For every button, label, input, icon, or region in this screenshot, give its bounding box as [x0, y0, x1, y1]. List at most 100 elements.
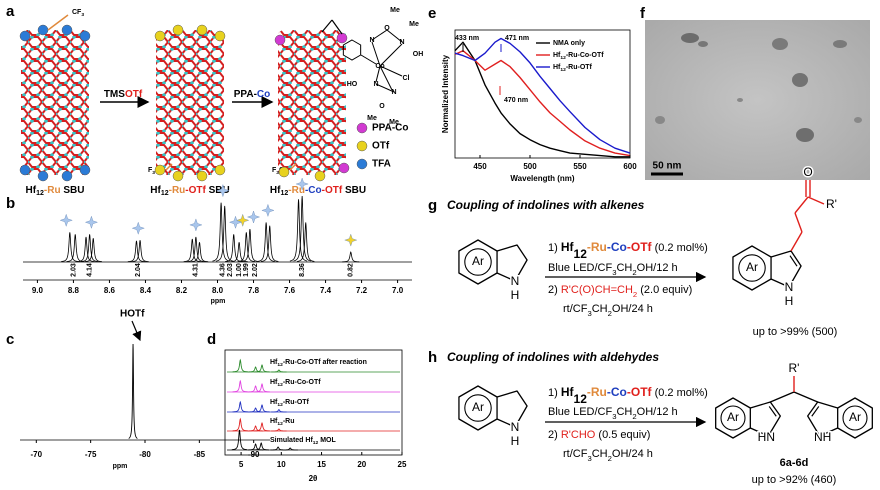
- x-tick-label: 8.8: [68, 286, 80, 295]
- text-part: MOL: [318, 437, 336, 444]
- particle: [681, 33, 699, 43]
- peak: [270, 446, 286, 451]
- trace-label: Hf12-Ru: [270, 418, 295, 427]
- text-part: R'CHO: [561, 429, 596, 441]
- text-part: 2: [608, 454, 612, 463]
- scheme-title: Coupling of indolines with aldehydes: [447, 350, 659, 364]
- peak: [289, 199, 308, 262]
- text-part: -Ru: [288, 185, 305, 196]
- text-part: -Ru-OTf: [283, 399, 310, 406]
- yield: up to >92% (460): [752, 474, 837, 486]
- particle: [792, 73, 808, 87]
- atom: N: [369, 37, 374, 44]
- aromatic-circle: [464, 394, 492, 422]
- text-part: Simulated Hf: [270, 437, 313, 444]
- text-part: OH/12 h: [637, 262, 678, 274]
- text-part: -OTf: [627, 385, 653, 399]
- five-ring: [496, 390, 528, 428]
- peak: [190, 242, 209, 263]
- peak: [261, 225, 279, 262]
- trace-label: Hf12-Ru-OTf: [270, 399, 310, 408]
- spectrum-line: [454, 37, 631, 154]
- particle: [833, 40, 847, 48]
- text-part: 12: [280, 190, 288, 197]
- text-part: Hf: [270, 379, 278, 386]
- x-tick-label: 7.4: [320, 286, 332, 295]
- peak: [247, 366, 264, 373]
- text-part: Hf: [270, 418, 278, 425]
- x-tick-label: -85: [194, 450, 206, 459]
- atom: Me: [409, 21, 419, 28]
- integral-label: 2.02: [252, 263, 259, 277]
- text-part: Hf: [270, 359, 278, 366]
- trace-label: Hf12-Ru-Co-OTf: [270, 379, 321, 388]
- text-part: -Ru-OTf: [566, 64, 593, 71]
- letter: e: [428, 5, 436, 22]
- reagent: TMSOTf: [104, 89, 143, 100]
- peak: [247, 385, 264, 393]
- integral-label: 2.03: [70, 263, 77, 277]
- text-part: OTf: [125, 89, 143, 100]
- condition: Blue LED/CF3CH2OH/12 h: [548, 406, 678, 421]
- atom: Me: [367, 115, 377, 122]
- text-part: 2): [548, 429, 561, 441]
- capping-ball: [172, 24, 184, 36]
- atom: OH: [413, 51, 424, 58]
- text-part: CH: [592, 303, 608, 315]
- x-tick-label: 8.4: [140, 286, 152, 295]
- peak: [254, 404, 270, 413]
- bond: [371, 29, 388, 41]
- text-part: 1): [548, 387, 561, 399]
- atom: Cl: [403, 75, 410, 82]
- condition: 2) R'C(O)CH=CH2 (2.0 equiv): [548, 284, 692, 299]
- panel-letters: a b c d e f g h: [6, 3, 646, 366]
- peak: [254, 383, 270, 393]
- capping-ball: [79, 30, 91, 42]
- peak: [183, 238, 201, 263]
- peak: [254, 364, 270, 373]
- text-part: Hf: [553, 52, 561, 59]
- capping-ball: [214, 30, 226, 42]
- letter: a: [6, 3, 15, 20]
- peak-marker: [236, 213, 250, 227]
- x-tick-label: 5: [239, 460, 244, 469]
- capping-ball: [79, 164, 91, 176]
- text-part: OH/12 h: [637, 406, 678, 418]
- text-part: 12: [560, 55, 566, 61]
- annotation: 433 nm: [455, 35, 479, 42]
- text-part: 2: [632, 268, 636, 277]
- text-part: F: [148, 167, 153, 174]
- mof-structure: [156, 30, 224, 175]
- atom: Me: [390, 7, 400, 14]
- tem-image: [645, 20, 870, 180]
- text-part: Hf: [270, 399, 278, 406]
- text-part: 2: [633, 290, 637, 299]
- peak-marker: [59, 213, 73, 227]
- spectrum-line: [454, 50, 631, 157]
- peak: [247, 443, 264, 451]
- atom: N: [373, 81, 378, 88]
- plot-frame: [454, 29, 631, 159]
- capping-ball: [314, 170, 326, 182]
- integral-label: 2.03: [227, 263, 234, 277]
- x-tick-label: -70: [31, 450, 43, 459]
- bond: [379, 65, 393, 91]
- peak: [127, 240, 146, 263]
- bond: [794, 212, 803, 233]
- capping-ball: [61, 170, 73, 182]
- atom: O: [384, 25, 390, 32]
- text-part: 3: [81, 12, 84, 18]
- text-part: 3: [276, 170, 279, 176]
- integral-label: 1.00: [236, 263, 243, 277]
- text-part: 12: [574, 247, 588, 261]
- text-part: 12: [36, 190, 44, 197]
- text-part: -Ru-Co-OTf: [283, 379, 321, 386]
- condition: 1) Hf12-Ru-Co-OTf (0.2 mol%): [548, 240, 708, 261]
- aromatic-circle: [842, 405, 868, 431]
- legend-swatch: [356, 158, 368, 170]
- scheme-title: Coupling of indolines with alkenes: [447, 198, 645, 212]
- ring-label: Ar: [472, 400, 484, 414]
- capping-ball: [278, 166, 290, 178]
- atom: Me: [389, 119, 399, 126]
- text-part: (0.2 mol%): [652, 387, 708, 399]
